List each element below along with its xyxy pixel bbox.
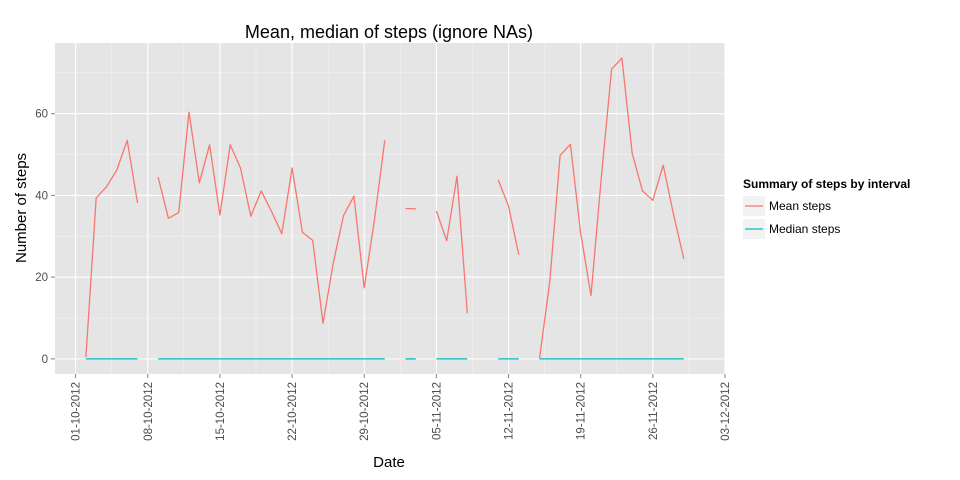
series-line-mean-steps (435, 175, 468, 314)
x-tick-label: 15-10-2012 (215, 382, 227, 441)
legend-label-median: Median steps (769, 222, 840, 236)
y-axis-label: Number of steps (13, 153, 30, 263)
legend-title: Summary of steps by interval (743, 177, 910, 191)
x-tick-label: 08-10-2012 (143, 382, 155, 441)
series-line-mean-steps (157, 111, 386, 324)
series-lines (85, 57, 685, 360)
legend-label-mean: Mean steps (769, 199, 831, 213)
x-tick-label: 19-11-2012 (576, 382, 588, 440)
series-line-mean-steps (85, 139, 139, 358)
x-axis: 01-10-2012 08-10-2012 15-10-2012 22-10-2012… (71, 374, 732, 441)
x-tick-label: 22-10-2012 (287, 382, 299, 441)
plot-panel (55, 43, 725, 374)
x-tick-label: 05-11-2012 (431, 382, 443, 440)
y-tick-label: 0 (42, 354, 48, 366)
y-axis: 0 20 40 60 (35, 109, 55, 366)
x-tick-label: 03-12-2012 (720, 382, 732, 441)
y-tick-label: 60 (35, 109, 48, 121)
legend: Summary of steps by interval Mean steps … (743, 177, 910, 239)
series-line-mean-steps (497, 179, 520, 255)
x-tick-label: 12-11-2012 (504, 382, 516, 440)
x-tick-label: 26-11-2012 (648, 382, 660, 440)
grid-minor (55, 43, 725, 374)
y-tick-label: 40 (35, 190, 48, 202)
x-tick-label: 29-10-2012 (359, 382, 371, 441)
x-tick-label: 01-10-2012 (71, 382, 83, 441)
series-line-mean-steps (538, 57, 685, 359)
chart-title: Mean, median of steps (ignore NAs) (245, 22, 533, 42)
y-tick-label: 20 (35, 272, 48, 284)
x-axis-label: Date (373, 454, 405, 471)
